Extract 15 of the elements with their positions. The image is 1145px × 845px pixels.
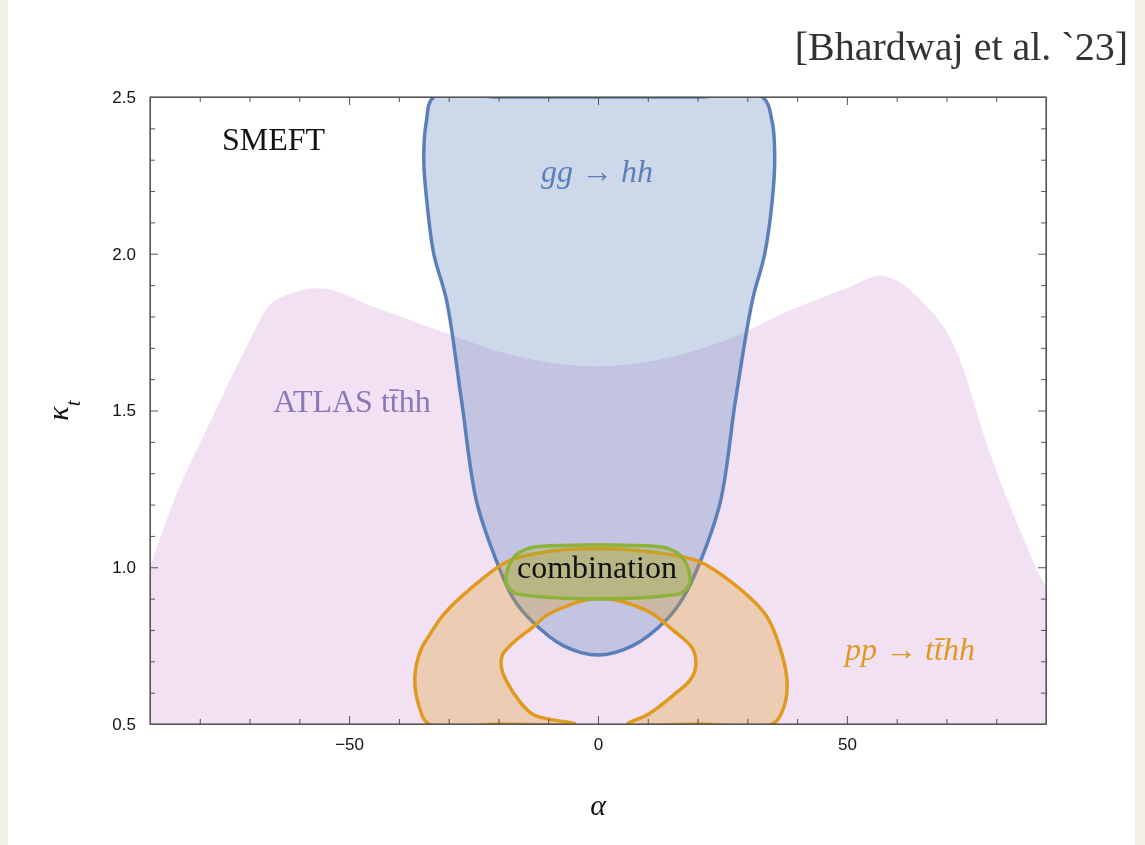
annotation: pp → tt̄hh [843,631,975,667]
y-tick-label: 1.5 [112,401,136,421]
y-tick-label: 0.5 [112,714,136,734]
x-axis-title: α [590,788,608,821]
x-tick-label: −50 [335,735,365,755]
annotation: combination [517,549,677,585]
x-tick-label: 0 [593,735,604,755]
text: [Bhardwaj et al. `23] [794,24,1128,69]
annotation: SMEFT [222,121,326,157]
annotation: ATLAS tt̄hh [273,383,431,419]
y-tick-label: 1.0 [112,558,136,578]
y-tick-label: 2.5 [112,87,136,107]
y-tick-label: 2.0 [112,244,136,264]
annotation: gg → hh [541,153,653,189]
x-tick-label: 50 [837,735,857,755]
